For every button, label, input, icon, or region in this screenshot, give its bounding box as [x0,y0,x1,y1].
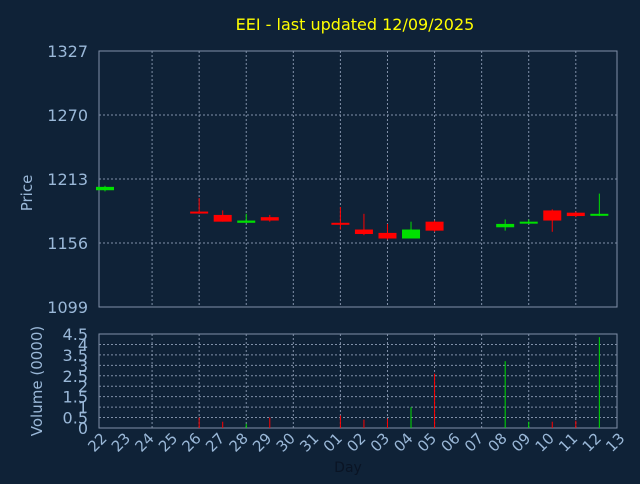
volume-tick-label: 1 [78,398,88,417]
volume-tick-label: 2 [78,377,88,396]
price-panel: 1327 1270 1213 1156 1099 [47,42,618,317]
volume-tick-label: 4 [78,335,88,354]
candle-body [190,211,209,214]
day-axis-label: Day [334,460,362,476]
candle-body [213,214,232,222]
price-axis-label: Price [18,175,36,212]
candle-body [354,229,373,235]
volume-tick-label: 0 [78,419,88,438]
chart-title: EEI - last updated 12/09/2025 [236,15,475,34]
candle-body [519,221,538,224]
candle-body [96,186,114,191]
volume-tick-label: 3 [78,356,88,375]
candle-body [425,221,444,231]
candle-body [543,210,562,221]
candle-body [402,229,421,239]
volume-plot-frame [98,333,618,429]
volume-panel: 4.543.532.521.510.50 [63,325,618,438]
volume-tick-label: 1.5 [63,388,88,407]
candle-body [496,223,515,228]
candle-body [260,217,279,221]
volume-axis-label: Volume (0000) [28,326,46,436]
price-tick-label: 1213 [47,170,88,189]
volume-tick-label: 0.5 [63,409,88,428]
candle-body [590,213,609,216]
day-axis: 2223242526272829303101020304050607080910… [84,429,628,455]
volume-tick-label: 2.5 [63,367,88,386]
volume-tick-label: 3.5 [63,346,88,365]
candle-body [331,222,350,225]
candle-body [378,232,397,239]
candle-body [237,220,256,223]
volume-tick-label: 4.5 [63,325,88,344]
price-tick-label: 1270 [47,106,88,125]
candle-body [566,212,585,217]
price-tick-label: 1099 [47,298,88,317]
price-tick-label: 1327 [47,42,88,61]
price-tick-label: 1156 [47,234,88,253]
